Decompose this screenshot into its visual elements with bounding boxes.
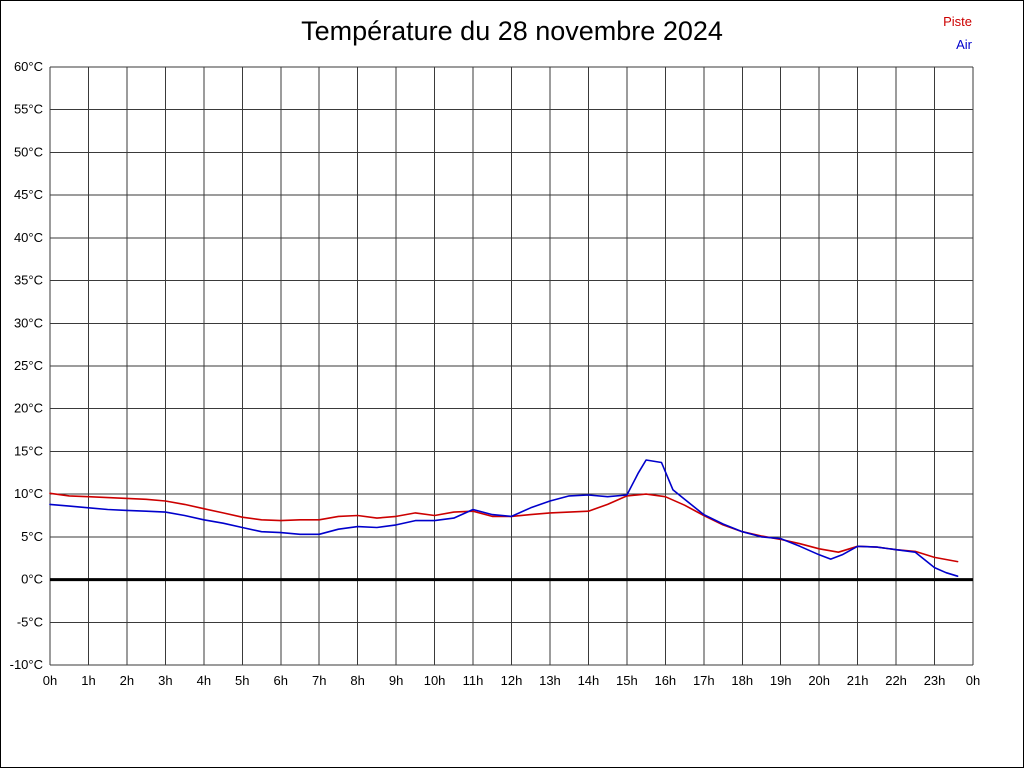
x-tick-label: 15h — [616, 673, 638, 688]
x-tick-label: 22h — [885, 673, 907, 688]
x-tick-label: 16h — [654, 673, 676, 688]
x-tick-label: 0h — [43, 673, 57, 688]
x-tick-label: 20h — [808, 673, 830, 688]
y-tick-label: 10°C — [14, 486, 43, 501]
x-tick-label: 21h — [847, 673, 869, 688]
chart-title: Température du 28 novembre 2024 — [301, 16, 723, 46]
x-tick-label: 18h — [731, 673, 753, 688]
legend-label-piste: Piste — [943, 14, 972, 29]
x-tick-label: 5h — [235, 673, 249, 688]
y-tick-label: 40°C — [14, 230, 43, 245]
y-tick-label: 50°C — [14, 144, 43, 159]
legend-label-air: Air — [956, 37, 973, 52]
y-tick-label: 30°C — [14, 315, 43, 330]
series-line-piste — [49, 492, 959, 563]
y-tick-label: 55°C — [14, 102, 43, 117]
y-tick-label: 35°C — [14, 273, 43, 288]
y-tick-label: 45°C — [14, 187, 43, 202]
x-tick-label: 4h — [197, 673, 211, 688]
x-tick-label: 11h — [463, 673, 484, 688]
x-tick-label: 23h — [924, 673, 946, 688]
y-tick-label: 15°C — [14, 443, 43, 458]
x-tick-label: 10h — [424, 673, 446, 688]
x-tick-label: 13h — [539, 673, 561, 688]
x-tick-label: 2h — [120, 673, 134, 688]
x-tick-label: 8h — [350, 673, 364, 688]
x-tick-label: 0h — [966, 673, 980, 688]
y-tick-label: 20°C — [14, 401, 43, 416]
y-tick-label: 5°C — [21, 529, 43, 544]
x-tick-label: 19h — [770, 673, 792, 688]
series-lines — [49, 459, 959, 578]
y-tick-label: -10°C — [10, 657, 43, 672]
series-line-air — [49, 459, 959, 578]
x-axis-labels: 0h 1h 2h 3h 4h 5h 6h 7h 8h 9h 10h 11h 12h 13h 14h 15h 16… — [43, 673, 980, 688]
y-tick-label: -5°C — [17, 614, 43, 629]
x-tick-label: 3h — [158, 673, 172, 688]
x-tick-label: 6h — [274, 673, 288, 688]
x-tick-label: 17h — [693, 673, 715, 688]
y-tick-label: 60°C — [14, 59, 43, 74]
x-tick-label: 7h — [312, 673, 326, 688]
grid — [49, 66, 974, 666]
y-tick-label: 25°C — [14, 358, 43, 373]
x-tick-label: 14h — [578, 673, 600, 688]
y-tick-label: 0°C — [21, 572, 43, 587]
x-tick-label: 1h — [81, 673, 95, 688]
x-tick-label: 12h — [501, 673, 523, 688]
x-tick-label: 9h — [389, 673, 403, 688]
y-axis-labels: -10°C -5°C 0°C 5°C 10°C 15°C 20°C 25°C 30°C 35°C 4… — [10, 59, 43, 672]
